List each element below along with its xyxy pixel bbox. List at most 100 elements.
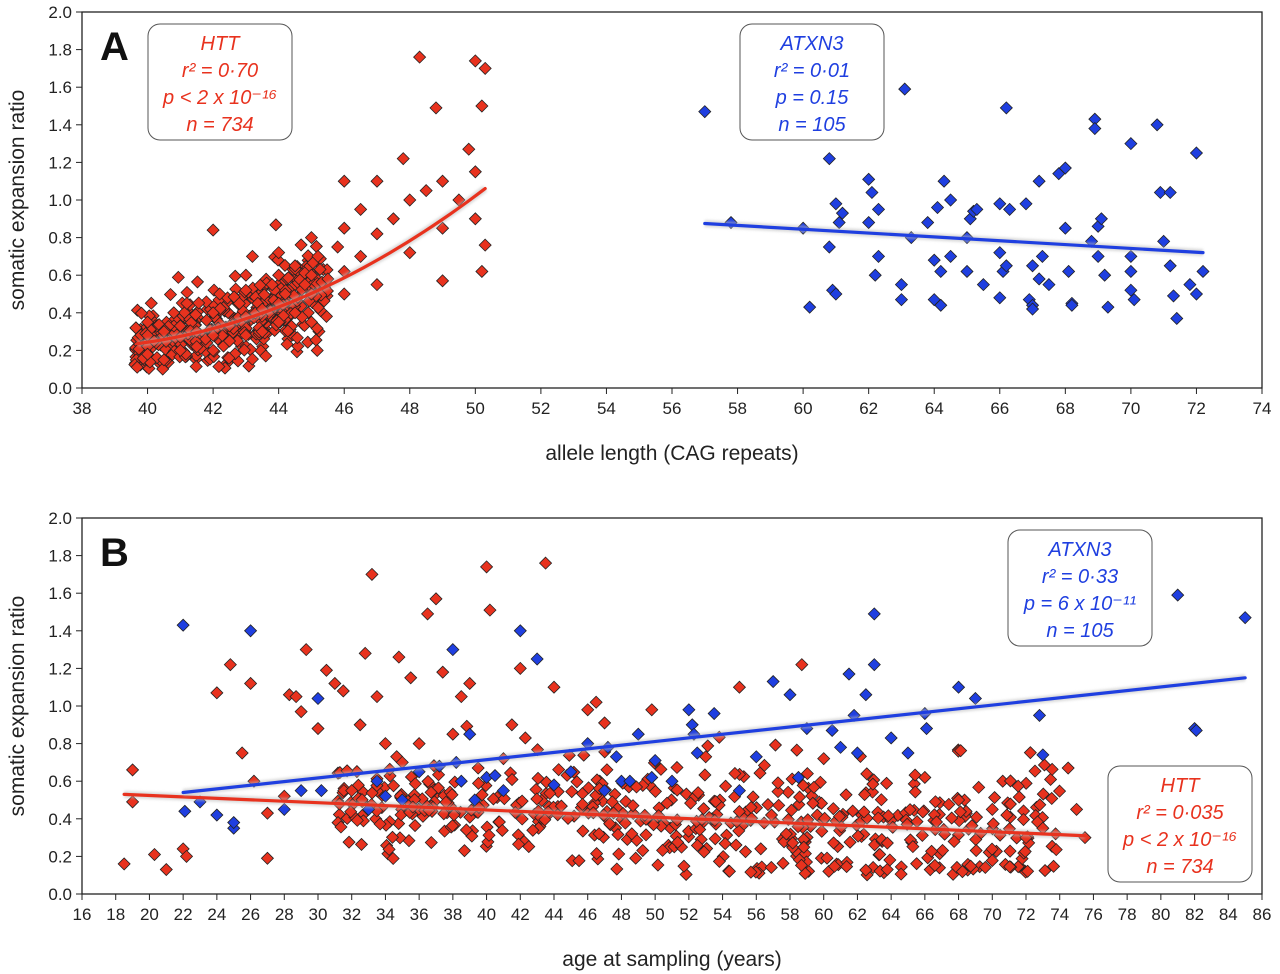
- htt-point: [408, 777, 422, 791]
- y-tick-label: 0.8: [48, 735, 72, 754]
- htt-point: [701, 739, 715, 753]
- htt-point: [386, 779, 401, 793]
- htt-point: [140, 315, 155, 329]
- x-tick-label: 16: [73, 905, 92, 924]
- htt-point: [468, 54, 482, 68]
- htt-point: [304, 231, 319, 245]
- htt-point: [328, 676, 342, 691]
- x-tick-label: 42: [204, 399, 223, 418]
- panel-b: 16 18 20 22 24 26 28 30 32 34 36 38 40 42 44 46 48 50 52 54…: [6, 509, 1271, 971]
- atxn3-point: [930, 200, 945, 215]
- htt-point: [435, 274, 450, 288]
- atxn3-point: [976, 278, 990, 292]
- atxn3-point: [952, 680, 966, 694]
- htt-point: [278, 258, 292, 272]
- htt-point: [386, 851, 400, 866]
- x-tick-label: 46: [578, 905, 597, 924]
- htt-point: [206, 223, 220, 237]
- atxn3-point: [871, 202, 886, 216]
- htt-point: [709, 794, 723, 809]
- atxn3-point: [682, 703, 696, 717]
- htt-point: [126, 763, 140, 777]
- htt-point: [299, 643, 313, 657]
- htt-point: [603, 817, 617, 831]
- atxn3-point: [884, 731, 898, 745]
- htt-point: [572, 854, 586, 868]
- htt-point: [445, 819, 460, 833]
- atxn3-point: [1163, 185, 1177, 200]
- htt-point: [1043, 772, 1058, 787]
- htt-point: [144, 296, 158, 310]
- htt-point: [880, 836, 894, 850]
- y-tick-label: 0.2: [48, 341, 72, 360]
- atxn3-point: [894, 278, 909, 292]
- plot-area: [128, 50, 1210, 376]
- atxn3-point: [1124, 283, 1138, 297]
- atxn3-point: [1094, 212, 1108, 226]
- htt-point: [691, 786, 705, 800]
- htt-stats-box: HTT r² = 0·035 p < 2 x 10⁻¹⁶ n = 734: [1107, 765, 1253, 883]
- atxn3-point: [623, 774, 637, 788]
- x-tick-label: 48: [612, 905, 631, 924]
- htt-point: [403, 246, 417, 260]
- htt-point: [754, 842, 768, 856]
- htt-point: [272, 268, 286, 282]
- htt-point: [969, 843, 983, 858]
- atxn3-point: [609, 750, 623, 764]
- htt-point: [419, 184, 433, 198]
- htt-point: [645, 703, 659, 717]
- stats-box-frame: [1007, 529, 1153, 647]
- htt-point: [382, 842, 396, 856]
- atxn3-point: [766, 674, 780, 689]
- htt-point: [337, 221, 351, 235]
- x-tick-label: 68: [1056, 399, 1075, 418]
- x-tick-label: 74: [1253, 399, 1272, 418]
- htt-point: [874, 793, 888, 807]
- htt-point: [478, 61, 492, 75]
- atxn3-point: [547, 778, 561, 792]
- htt-point: [860, 767, 874, 781]
- htt-point: [732, 680, 746, 694]
- htt-point: [337, 287, 351, 301]
- htt-point: [1061, 761, 1075, 775]
- htt-point: [1003, 844, 1017, 858]
- atxn3-point: [370, 774, 384, 788]
- htt-point: [210, 686, 224, 700]
- atxn3-point: [513, 624, 527, 638]
- htt-point: [354, 837, 369, 851]
- htt-point: [611, 828, 625, 842]
- htt-point: [796, 778, 810, 792]
- htt-point: [985, 853, 999, 868]
- htt-point: [916, 805, 930, 819]
- atxn3-point: [867, 607, 881, 621]
- htt-point: [539, 556, 553, 570]
- htt-point: [429, 592, 443, 606]
- atxn3-point: [176, 618, 190, 632]
- stats-line: n = 105: [778, 114, 846, 136]
- htt-point: [436, 665, 450, 679]
- htt-point: [718, 837, 732, 851]
- atxn3-point: [1127, 293, 1141, 307]
- htt-point: [311, 249, 325, 263]
- panel-letter: B: [100, 531, 129, 575]
- htt-point: [807, 780, 821, 794]
- htt-point: [942, 797, 956, 811]
- atxn3-point: [1189, 146, 1204, 160]
- htt-point: [547, 680, 561, 694]
- atxn3-point: [927, 253, 941, 267]
- htt-point: [495, 823, 509, 838]
- y-tick-label: 0.0: [48, 885, 72, 904]
- htt-point: [173, 319, 187, 333]
- htt-point: [581, 703, 595, 717]
- htt-point: [612, 847, 626, 861]
- atxn3-point: [1101, 300, 1115, 314]
- htt-point: [408, 819, 422, 833]
- x-tick-label: 42: [511, 905, 530, 924]
- y-tick-label: 1.0: [48, 697, 72, 716]
- htt-point: [894, 867, 908, 881]
- htt-point: [331, 240, 345, 254]
- htt-point: [159, 862, 173, 877]
- htt-point: [505, 718, 519, 732]
- htt-point: [776, 856, 790, 870]
- htt-point: [213, 287, 227, 301]
